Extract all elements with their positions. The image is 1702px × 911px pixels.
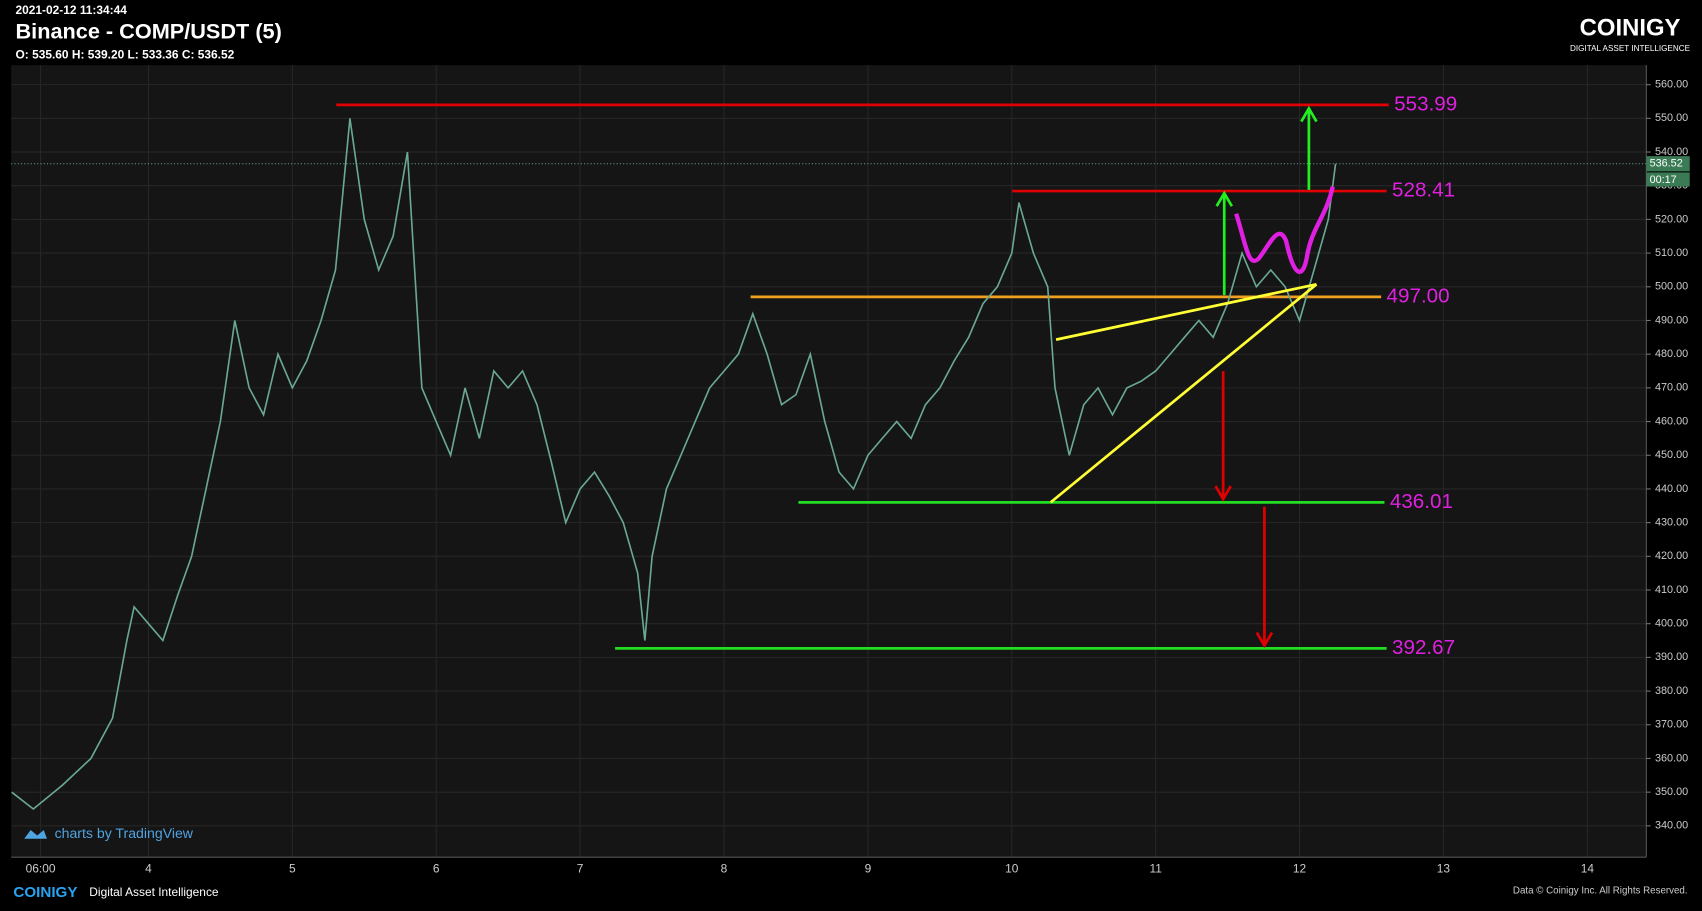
y-tick-label: 350.00 [1655, 786, 1688, 798]
y-tick-label: 390.00 [1655, 651, 1688, 663]
arrow-up [1215, 190, 1234, 296]
countdown: 00:17 [1650, 174, 1677, 186]
x-tick-label: 7 [577, 861, 584, 875]
levels: 553.99 528.41 497.00 436.01 392.67 [336, 92, 1457, 659]
trend-line [1055, 282, 1317, 341]
y-tick-label: 460.00 [1655, 415, 1688, 427]
y-tick-label: 500.00 [1655, 281, 1688, 293]
y-tick-label: 540.00 [1655, 146, 1688, 158]
y-tick-label: 480.00 [1655, 348, 1688, 360]
price-line [11, 118, 1337, 811]
footer-rights: Data © Coinigy Inc. All Rights Reserved. [1513, 885, 1688, 896]
y-tick-label: 340.00 [1655, 820, 1688, 832]
x-tick-label: 11 [1149, 861, 1162, 875]
y-tick-label: 550.00 [1655, 112, 1688, 124]
y-tick-label: 450.00 [1655, 449, 1688, 461]
level-label: 392.67 [1392, 636, 1455, 659]
footer-brand: COINIGY [13, 884, 77, 901]
trend-line [1049, 283, 1318, 504]
y-tick-label: 470.00 [1655, 382, 1688, 394]
y-tick-label: 430.00 [1655, 516, 1688, 528]
x-tick-label: 9 [865, 861, 872, 875]
arrow-up [1300, 105, 1318, 190]
brand: COINIGY [1580, 15, 1681, 42]
watermark: charts by TradingView [55, 825, 194, 841]
level-label: 553.99 [1394, 92, 1457, 115]
y-tick-label: 510.00 [1655, 247, 1688, 259]
y-tick-label: 400.00 [1655, 618, 1688, 630]
x-tick-label: 4 [145, 861, 152, 875]
y-tick-label: 440.00 [1655, 483, 1688, 495]
x-tick-label: 14 [1581, 861, 1595, 875]
pattern-curve [1234, 186, 1335, 274]
timestamp: 2021-02-12 11:34:44 [16, 3, 128, 17]
x-tick-label: 8 [721, 861, 728, 875]
y-tick-label: 370.00 [1655, 719, 1688, 731]
x-tick-label: 6 [433, 861, 440, 875]
y-tick-label: 420.00 [1655, 550, 1688, 562]
y-tick-label: 360.00 [1655, 752, 1688, 764]
x-tick-label: 10 [1005, 861, 1019, 875]
last-price-tag [1646, 156, 1690, 172]
x-tick-label: 5 [289, 861, 296, 875]
x-tick-label: 13 [1437, 861, 1451, 875]
level-label: 528.41 [1392, 179, 1455, 202]
y-tick-label: 490.00 [1655, 314, 1688, 326]
arrow-down [1255, 506, 1274, 649]
footer-tagline: Digital Asset Intelligence [89, 885, 219, 899]
price-series [11, 118, 1337, 811]
y-tick-label: 410.00 [1655, 584, 1688, 596]
last-price-label: 536.52 [1650, 158, 1683, 170]
y-tick-label: 380.00 [1655, 685, 1688, 697]
x-tick-label: 06:00 [26, 861, 56, 875]
x-tick-label: 12 [1293, 861, 1307, 875]
y-tick-label: 560.00 [1655, 79, 1688, 91]
chart-title: Binance - COMP/USDT (5) [16, 18, 282, 43]
ohlc: O: 535.60 H: 539.20 L: 533.36 C: 536.52 [16, 47, 235, 61]
grid [11, 65, 1647, 858]
drawings [1049, 105, 1335, 649]
arrow-down [1214, 371, 1232, 502]
countdown-tag [1646, 172, 1690, 187]
level-label: 497.00 [1387, 284, 1450, 307]
y-tick-label: 520.00 [1655, 213, 1688, 225]
watermark-logo [24, 830, 47, 839]
watermark-icon [24, 830, 47, 839]
level-label: 436.01 [1390, 490, 1453, 513]
brand-tagline: DIGITAL ASSET INTELLIGENCE [1570, 44, 1691, 53]
